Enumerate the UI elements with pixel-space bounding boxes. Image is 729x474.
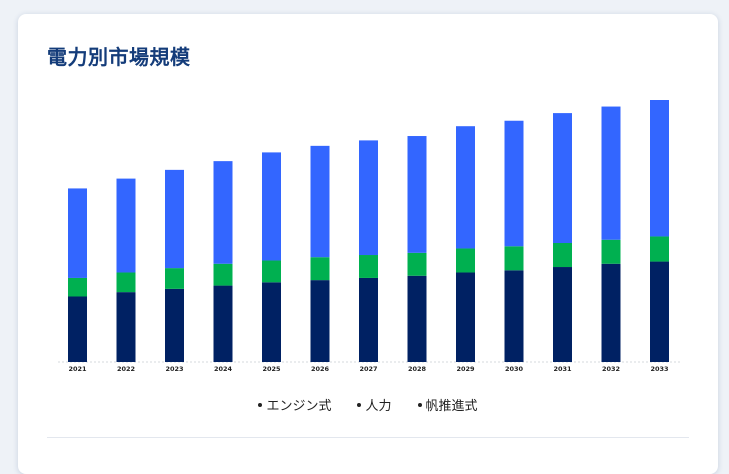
bar-2023-series-0: [165, 288, 184, 362]
x-tick-label: 2023: [165, 365, 183, 373]
x-tick-label: 2025: [262, 365, 281, 373]
legend-bullet-icon: [258, 402, 263, 407]
x-tick-label: 2031: [553, 365, 572, 373]
bar-2022-series-1: [116, 272, 136, 293]
bar-2021-series-0: [68, 296, 87, 362]
bar-2029-series-2: [456, 126, 475, 249]
x-tick-label: 2033: [650, 365, 668, 373]
bar-2032-series-1: [601, 239, 621, 264]
bar-2025-series-2: [262, 152, 281, 261]
bar-2032-series-2: [601, 106, 621, 240]
bar-2031-series-1: [553, 243, 572, 268]
legend-bullet-icon: [357, 402, 362, 407]
bar-2026-series-2: [310, 145, 330, 258]
bar-2027-series-0: [359, 277, 378, 362]
bar-2030-series-1: [504, 246, 524, 271]
legend-item-0: エンジン式: [258, 395, 331, 414]
x-tick-labels: 2021 2022 2023 2024 2025 2026 2027 2028 2029 2030…: [68, 365, 668, 373]
bar-2025-series-1: [262, 260, 281, 283]
bar-2029-series-1: [456, 248, 475, 273]
bar-2028-series-1: [407, 252, 427, 276]
chart-card: 電力別市場規模 2021 2022 2023 2024 2025 2026 2027 2028…: [18, 14, 718, 474]
bar-2023-series-2: [165, 169, 184, 269]
bar-2030-series-2: [504, 120, 524, 247]
bar-2033-series-0: [650, 261, 669, 362]
legend-label: 帆推進式: [425, 399, 478, 414]
bar-2024-series-0: [213, 285, 233, 362]
bar-2022-series-2: [116, 178, 136, 273]
bar-2023-series-1: [165, 268, 184, 289]
bar-2029-series-0: [456, 272, 475, 362]
bar-2031-series-0: [553, 267, 572, 362]
x-tick-label: 2027: [359, 365, 377, 373]
divider: [47, 437, 689, 438]
x-tick-label: 2030: [505, 365, 524, 373]
bar-2033-series-2: [650, 100, 669, 237]
legend-label: 人力: [365, 399, 392, 414]
bar-chart: 2021 2022 2023 2024 2025 2026 2027 2028 2029 2030…: [58, 100, 682, 373]
x-tick-label: 2026: [311, 365, 330, 373]
x-tick-label: 2024: [214, 365, 233, 373]
bar-2024-series-1: [213, 263, 233, 286]
legend-bullet-icon: [417, 402, 422, 407]
bar-2030-series-0: [504, 270, 524, 362]
legend-item-2: 帆推進式: [417, 395, 478, 414]
bar-group: [68, 100, 669, 362]
bar-2027-series-1: [359, 255, 378, 278]
bar-2028-series-2: [407, 136, 427, 253]
bar-2025-series-0: [262, 282, 281, 362]
bar-2026-series-0: [310, 280, 330, 362]
bar-2026-series-1: [310, 257, 330, 281]
bar-2024-series-2: [213, 161, 233, 264]
bar-2032-series-0: [601, 263, 621, 362]
bar-2021-series-1: [68, 277, 87, 297]
bar-2033-series-1: [650, 236, 669, 262]
bar-2022-series-0: [116, 292, 136, 362]
x-tick-label: 2028: [408, 365, 427, 373]
bar-2028-series-0: [407, 275, 427, 362]
x-tick-label: 2029: [456, 365, 475, 373]
bar-2027-series-2: [359, 140, 378, 256]
legend-item-1: 人力: [357, 395, 392, 414]
chart-legend: エンジン式 人力 帆推進式: [18, 395, 718, 414]
x-tick-label: 2022: [117, 365, 135, 373]
bar-2021-series-2: [68, 188, 87, 278]
legend-label: エンジン式: [266, 399, 332, 414]
x-tick-label: 2021: [68, 365, 87, 373]
chart-title: 電力別市場規模: [47, 45, 191, 69]
x-tick-label: 2032: [602, 365, 620, 373]
bar-2031-series-2: [553, 113, 572, 244]
